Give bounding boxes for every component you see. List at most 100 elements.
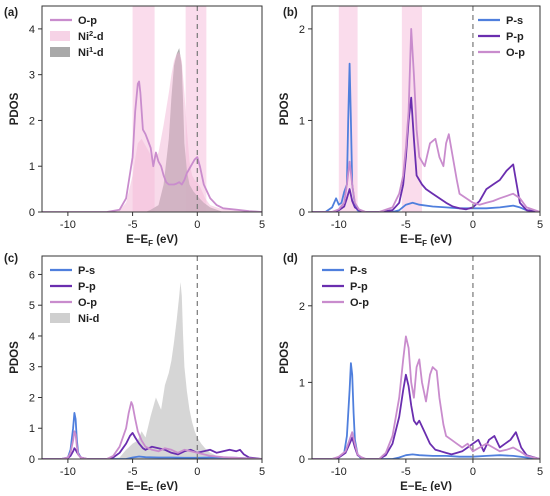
legend-label-main: O-p — [506, 47, 525, 59]
x-axis-label-subscript: F — [422, 239, 427, 248]
x-tick-label: 5 — [259, 219, 265, 231]
chart-panel-b: -10 -5 0 5 0 1 2 E−EF (eV) PDOS (b) P-s P-p O-p — [279, 5, 543, 248]
chart-panel-d: -10 -5 0 5 0 1 2 E−EF (eV) PDOS (d) P-s P-p O-p — [279, 253, 543, 495]
legend-label: Ni-d — [78, 313, 99, 325]
legend-label: O-p — [350, 297, 369, 309]
y-tick-label: 1 — [299, 377, 305, 389]
plot-series-group — [312, 27, 540, 212]
legend-swatch-box — [50, 47, 70, 57]
y-tick-label: 2 — [29, 115, 35, 127]
series-line-p-p — [42, 431, 262, 459]
legend-label: Ni2-d — [78, 29, 104, 43]
y-tick-label: 4 — [29, 331, 35, 343]
series-line-p-s — [312, 62, 540, 212]
x-axis-label-subscript: F — [148, 239, 153, 248]
legend-label-main: P-p — [78, 281, 96, 293]
legend-label: P-p — [350, 281, 368, 293]
legend-label: P-s — [506, 15, 523, 27]
x-tick-label: 0 — [194, 466, 200, 478]
legend-label: O-p — [78, 297, 97, 309]
x-axis-label-main: E−E — [400, 234, 422, 246]
y-tick-label: 2 — [299, 24, 305, 36]
panel-label: (c) — [4, 253, 18, 265]
x-tick-label: -5 — [401, 466, 411, 478]
series-line-p-p — [312, 96, 540, 212]
legend-label-rest: -d — [93, 31, 103, 43]
series-line-o-p — [42, 401, 262, 459]
y-axis-label: PDOS — [9, 92, 21, 125]
legend-label: P-s — [78, 265, 95, 277]
x-axis-label-unit: (eV) — [427, 234, 452, 246]
series-fill-ni2-d — [42, 51, 262, 212]
series-line-o-p — [42, 80, 262, 212]
legend-label-main: P-s — [78, 265, 95, 277]
panel-label: (a) — [4, 7, 18, 19]
x-tick-label: -10 — [331, 219, 347, 231]
legend-label-main: Ni-d — [78, 313, 99, 325]
x-axis-label-unit: (eV) — [153, 481, 178, 491]
y-tick-label: 2 — [299, 301, 305, 313]
legend-label-rest: -d — [93, 47, 103, 59]
plot-series-group — [42, 48, 262, 212]
panel-label: (b) — [283, 7, 298, 19]
series-line-o-p — [312, 335, 540, 459]
y-tick-label: 6 — [29, 269, 35, 281]
x-tick-label: 0 — [470, 219, 476, 231]
x-axis-label: E−EF (eV) — [400, 234, 452, 248]
x-tick-label: -10 — [60, 219, 76, 231]
legend-label: O-p — [78, 15, 97, 27]
series-line-p-s — [312, 362, 540, 459]
x-tick-label: -5 — [401, 219, 411, 231]
series-line-p-s — [42, 411, 262, 459]
legend-label: P-p — [506, 31, 524, 43]
legend-label-superscript: 2 — [89, 29, 93, 38]
legend-label-main: P-s — [506, 15, 523, 27]
plot-frame — [311, 255, 541, 460]
series-line-p-p — [312, 373, 540, 459]
legend-label-main: Ni — [78, 31, 89, 43]
legend-label: P-p — [78, 281, 96, 293]
legend-label-main: O-p — [78, 15, 97, 27]
x-axis-label-main: E−E — [400, 481, 422, 491]
y-tick-label: 1 — [299, 115, 305, 127]
y-tick-label: 0 — [299, 454, 305, 466]
y-tick-label: 0 — [299, 207, 305, 219]
series-line-o-p — [312, 27, 540, 212]
legend-label-main: O-p — [350, 297, 369, 309]
x-tick-label: -5 — [128, 466, 138, 478]
series-fill-ni-d — [42, 282, 262, 459]
legend-label-main: O-p — [78, 297, 97, 309]
x-tick-label: 0 — [194, 219, 200, 231]
x-axis-label: E−EF (eV) — [126, 234, 178, 248]
x-axis-label-unit: (eV) — [153, 234, 178, 246]
plot-series-group — [312, 335, 540, 459]
y-tick-label: 1 — [29, 161, 35, 173]
legend-label: P-s — [350, 265, 367, 277]
x-tick-label: -10 — [60, 466, 76, 478]
y-tick-label: 5 — [29, 300, 35, 312]
y-axis-label: PDOS — [279, 92, 291, 125]
y-tick-label: 4 — [29, 24, 35, 36]
plot-series-group — [42, 282, 262, 459]
y-tick-label: 3 — [29, 362, 35, 374]
legend-label-superscript: 1 — [89, 45, 93, 54]
x-axis-label-main: E−E — [126, 481, 148, 491]
legend-label: Ni1-d — [78, 45, 104, 59]
x-tick-label: 5 — [537, 219, 543, 231]
y-axis-label: PDOS — [9, 341, 21, 374]
y-tick-label: 0 — [29, 454, 35, 466]
legend-swatch-box — [50, 313, 70, 323]
y-axis-label: PDOS — [279, 341, 291, 374]
legend-label-main: P-p — [350, 281, 368, 293]
x-axis-label-unit: (eV) — [427, 481, 452, 491]
energy-highlight-band-2 — [185, 6, 207, 212]
x-tick-label: -10 — [331, 466, 347, 478]
y-tick-label: 3 — [29, 70, 35, 82]
panel-label: (d) — [283, 253, 298, 265]
legend-swatch-box — [50, 31, 70, 41]
x-axis-label: E−EF (eV) — [400, 481, 452, 491]
x-tick-label: 0 — [470, 466, 476, 478]
x-axis-label-main: E−E — [126, 234, 148, 246]
